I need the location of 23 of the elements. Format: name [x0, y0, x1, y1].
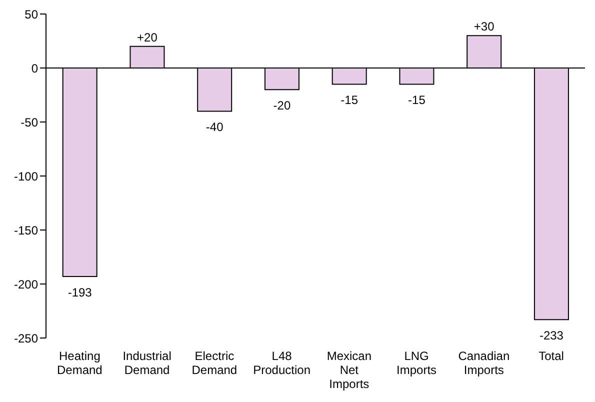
- x-tick-label: Heating Demand: [57, 349, 102, 377]
- data-label: -20: [273, 98, 291, 113]
- x-tick-label: Canadian Imports: [458, 349, 510, 377]
- x-tick-label: L48 Production: [253, 349, 310, 377]
- data-label: -15: [408, 93, 426, 108]
- data-label: -40: [206, 120, 224, 134]
- data-label: -15: [340, 93, 358, 108]
- data-label: +20: [137, 30, 158, 44]
- x-tick-label: Total: [538, 349, 564, 363]
- x-tick-label: LNG Imports: [396, 349, 437, 377]
- y-tick-label: -200: [14, 277, 38, 292]
- y-tick-label: 0: [31, 61, 38, 76]
- y-tick-label: -50: [20, 115, 38, 130]
- y-tick-label: 50: [24, 7, 38, 22]
- x-tick-label: Electric Demand: [192, 349, 238, 377]
- x-tick-label: Industrial Demand: [122, 349, 172, 377]
- y-tick-label: -250: [14, 331, 38, 346]
- y-tick-label: -100: [14, 169, 38, 184]
- y-tick-label: -150: [14, 223, 38, 238]
- data-label: -233: [539, 328, 564, 343]
- data-label: +30: [474, 20, 495, 34]
- x-tick-label: Mexican Net Imports: [326, 349, 372, 391]
- data-label: -193: [68, 285, 92, 300]
